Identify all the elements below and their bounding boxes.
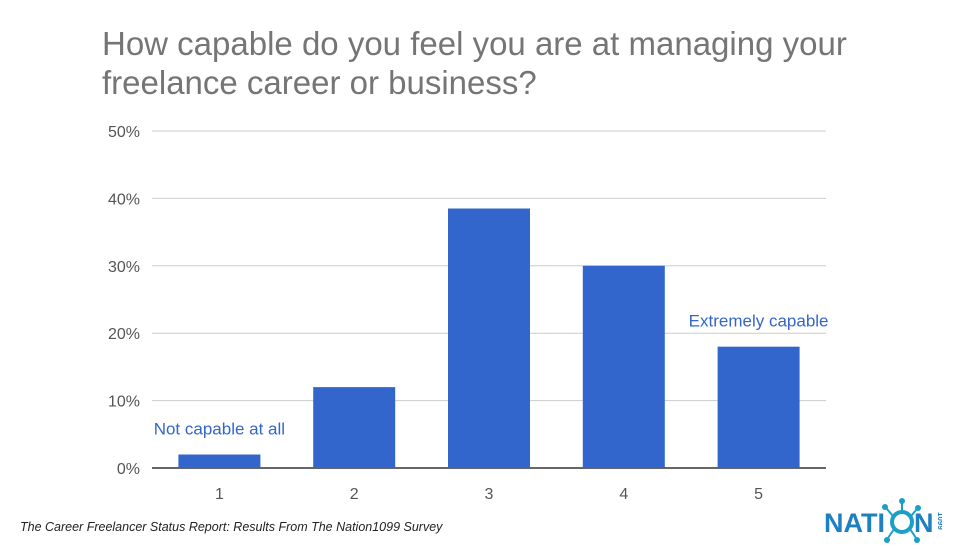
x-tick-label: 5 [754,486,763,503]
x-tick-label: 3 [485,486,494,503]
y-axis-ticks: 0% 10% 20% 30% 40% 50% [108,124,140,478]
logo-text-nation: NATI [824,508,885,538]
bar-2 [313,387,396,468]
x-axis-ticks: 1 2 3 4 5 [215,486,763,503]
source-caption: The Career Freelancer Status Report: Res… [20,520,443,534]
bar-1 [178,454,261,468]
chart-title: How capable do you feel you are at manag… [102,25,847,101]
annotation-label: Extremely capable [689,311,829,330]
bar-3 [448,208,530,468]
logo-text-1099: 1099 [936,512,942,530]
annotation-label: Not capable at all [154,419,285,438]
nation1099-logo: NATI N 1099 [824,498,942,543]
y-tick-label: 50% [108,124,140,141]
logo-text-n: N [914,508,934,538]
y-tick-label: 40% [108,191,140,208]
y-tick-label: 20% [108,326,140,343]
annotations: Not capable at all Extremely capable [154,311,829,438]
y-tick-label: 10% [108,394,140,411]
bars [178,208,800,468]
y-tick-label: 30% [108,259,140,276]
x-tick-label: 1 [215,486,224,503]
logo-hub-icon [882,498,921,543]
x-tick-label: 2 [350,486,359,503]
bar-4 [582,265,665,468]
y-tick-label: 0% [117,461,140,478]
bar-5 [717,346,800,468]
x-tick-label: 4 [619,486,628,503]
